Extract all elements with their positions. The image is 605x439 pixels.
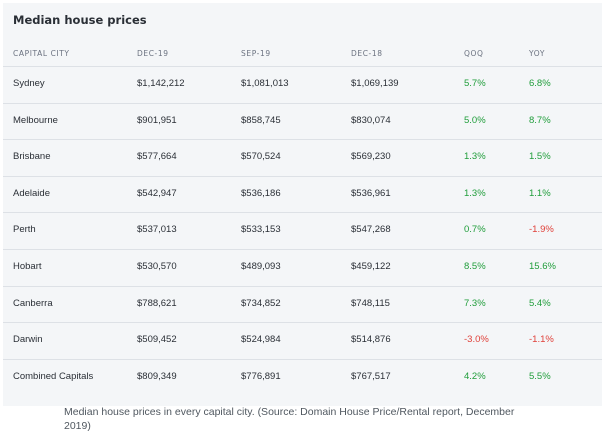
cell-capital-city: Sydney	[13, 78, 45, 89]
table-row: Adelaide $542,947 $536,186 $536,961 1.3% 1.1%	[3, 175, 602, 213]
cell-sep-19: $533,153	[241, 224, 281, 236]
cell-sep-19: $776,891	[241, 370, 281, 382]
header-yoy: YOY	[529, 49, 546, 58]
cell-dec-19: $577,664	[137, 151, 177, 163]
cell-qoq: 4.2%	[464, 370, 486, 382]
cell-sep-19: $524,984	[241, 334, 281, 346]
cell-sep-19: $536,186	[241, 187, 281, 199]
cell-capital-city: Combined Capitals	[13, 370, 94, 382]
cell-dec-18: $830,074	[351, 114, 391, 126]
cell-dec-18: $748,115	[351, 297, 390, 309]
cell-dec-19: $542,947	[137, 187, 177, 199]
cell-yoy: 5.4%	[529, 297, 551, 309]
table-row: Sydney $1,142,212 $1,081,013 $1,069,139 5.7%…	[3, 66, 602, 103]
cell-dec-19: $537,013	[137, 224, 177, 236]
table-row: Darwin $509,452 $524,984 $514,876 -3.0% -1.1%	[3, 322, 602, 359]
cell-capital-city: Hobart	[13, 260, 42, 272]
cell-qoq: 5.7%	[464, 78, 486, 89]
table-body: Sydney $1,142,212 $1,081,013 $1,069,139 5.7%…	[3, 66, 602, 395]
cell-capital-city: Melbourne	[13, 114, 58, 126]
table-row: Perth $537,013 $533,153 $547,268 0.7% -1.9%	[3, 212, 602, 249]
table-header: CAPITAL CITY DEC-19 SEP-19 DEC-18 QOQ YO…	[3, 39, 602, 67]
table-row: Hobart $530,570 $489,093 $459,122 8.5% 15.6%	[3, 248, 602, 286]
cell-qoq: -3.0%	[464, 334, 489, 346]
cell-dec-18: $547,268	[351, 224, 391, 236]
cell-yoy: 1.1%	[529, 187, 551, 199]
cell-dec-19: $901,951	[137, 114, 177, 126]
cell-dec-19: $809,349	[137, 370, 177, 382]
cell-yoy: 1.5%	[529, 151, 551, 163]
cell-dec-19: $788,621	[137, 297, 177, 309]
cell-qoq: 8.5%	[464, 260, 486, 272]
cell-yoy: 5.5%	[529, 370, 551, 382]
cell-sep-19: $858,745	[241, 114, 281, 126]
cell-qoq: 7.3%	[464, 297, 486, 309]
header-dec-18: DEC-18	[351, 49, 383, 58]
cell-yoy: -1.9%	[529, 224, 554, 236]
cell-yoy: 6.8%	[529, 78, 551, 89]
cell-yoy: 15.6%	[529, 260, 556, 272]
cell-sep-19: $489,093	[241, 260, 281, 272]
cell-dec-18: $536,961	[351, 187, 391, 199]
cell-sep-19: $734,852	[241, 297, 281, 309]
table-row: Brisbane $577,664 $570,524 $569,230 1.3% 1.5%	[3, 139, 602, 176]
cell-dec-18: $514,876	[351, 334, 391, 346]
figure-caption: Median house prices in every capital cit…	[64, 406, 515, 432]
median-prices-card: Median house prices CAPITAL CITY DEC-19 …	[3, 3, 602, 406]
cell-dec-18: $1,069,139	[351, 78, 399, 89]
cell-capital-city: Canberra	[13, 297, 53, 309]
cell-dec-19: $509,452	[137, 334, 177, 346]
cell-sep-19: $570,524	[241, 151, 281, 163]
cell-qoq: 0.7%	[464, 224, 486, 236]
cell-dec-18: $569,230	[351, 151, 391, 163]
cell-qoq: 1.3%	[464, 151, 486, 163]
table-title: Median house prices	[13, 13, 147, 27]
cell-yoy: 8.7%	[529, 114, 551, 126]
cell-sep-19: $1,081,013	[241, 78, 289, 89]
cell-qoq: 1.3%	[464, 187, 486, 199]
cell-qoq: 5.0%	[464, 114, 486, 126]
cell-capital-city: Adelaide	[13, 187, 50, 199]
cell-dec-19: $530,570	[137, 260, 177, 272]
cell-capital-city: Brisbane	[13, 151, 51, 163]
cell-capital-city: Darwin	[13, 334, 43, 346]
header-dec-19: DEC-19	[137, 49, 169, 58]
cell-dec-19: $1,142,212	[137, 78, 185, 89]
cell-dec-18: $767,517	[351, 370, 391, 382]
table-row: Melbourne $901,951 $858,745 $830,074 5.0% 8.7…	[3, 102, 602, 140]
table-row: Canberra $788,621 $734,852 $748,115 7.3% 5.4%	[3, 285, 602, 323]
table-row: Combined Capitals $809,349 $776,891 $767,51…	[3, 358, 602, 396]
cell-dec-18: $459,122	[351, 260, 391, 272]
header-qoq: QOQ	[464, 49, 484, 58]
header-sep-19: SEP-19	[241, 49, 271, 58]
cell-yoy: -1.1%	[529, 334, 554, 346]
header-capital-city: CAPITAL CITY	[13, 49, 70, 58]
cell-capital-city: Perth	[13, 224, 36, 236]
